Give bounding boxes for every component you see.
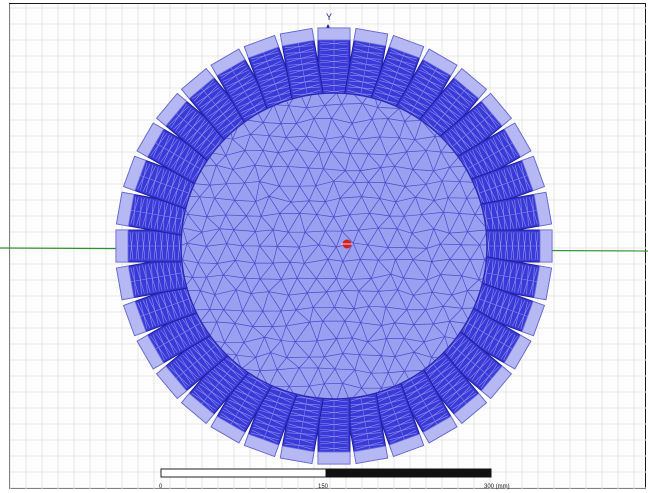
stator-slot[interactable] <box>115 229 187 263</box>
stator-slot[interactable] <box>123 155 202 212</box>
y-axis-label: Y <box>326 12 332 22</box>
rotor-disk[interactable] <box>180 92 488 400</box>
scale-label-300: 300 (mm) <box>484 484 510 490</box>
stator-slot[interactable] <box>416 68 488 144</box>
scale-bar-black-segment <box>325 468 492 478</box>
scale-bar-white-segment <box>160 468 327 478</box>
stator-slot[interactable] <box>343 388 389 465</box>
stator-slot[interactable] <box>317 27 351 99</box>
stator-slot[interactable] <box>466 155 545 212</box>
stator-slot[interactable] <box>317 393 351 465</box>
stator-slot[interactable] <box>279 27 325 104</box>
stator-slots <box>115 27 553 465</box>
scale-label-150: 150 <box>318 484 329 490</box>
scale-label-0: 0 <box>159 484 163 490</box>
scale-bar: 0 150 300 (mm) <box>159 468 510 490</box>
stator-slot[interactable] <box>466 280 545 337</box>
stator-slot[interactable] <box>368 35 425 114</box>
stator-slot[interactable] <box>136 122 215 187</box>
stator-slot[interactable] <box>393 48 458 127</box>
stator-slot[interactable] <box>436 328 512 400</box>
stator-slot[interactable] <box>476 191 553 237</box>
stator-slot[interactable] <box>210 365 275 444</box>
stator-slot[interactable] <box>436 92 512 164</box>
stator-slot[interactable] <box>416 348 488 424</box>
stator-slot[interactable] <box>136 305 215 370</box>
